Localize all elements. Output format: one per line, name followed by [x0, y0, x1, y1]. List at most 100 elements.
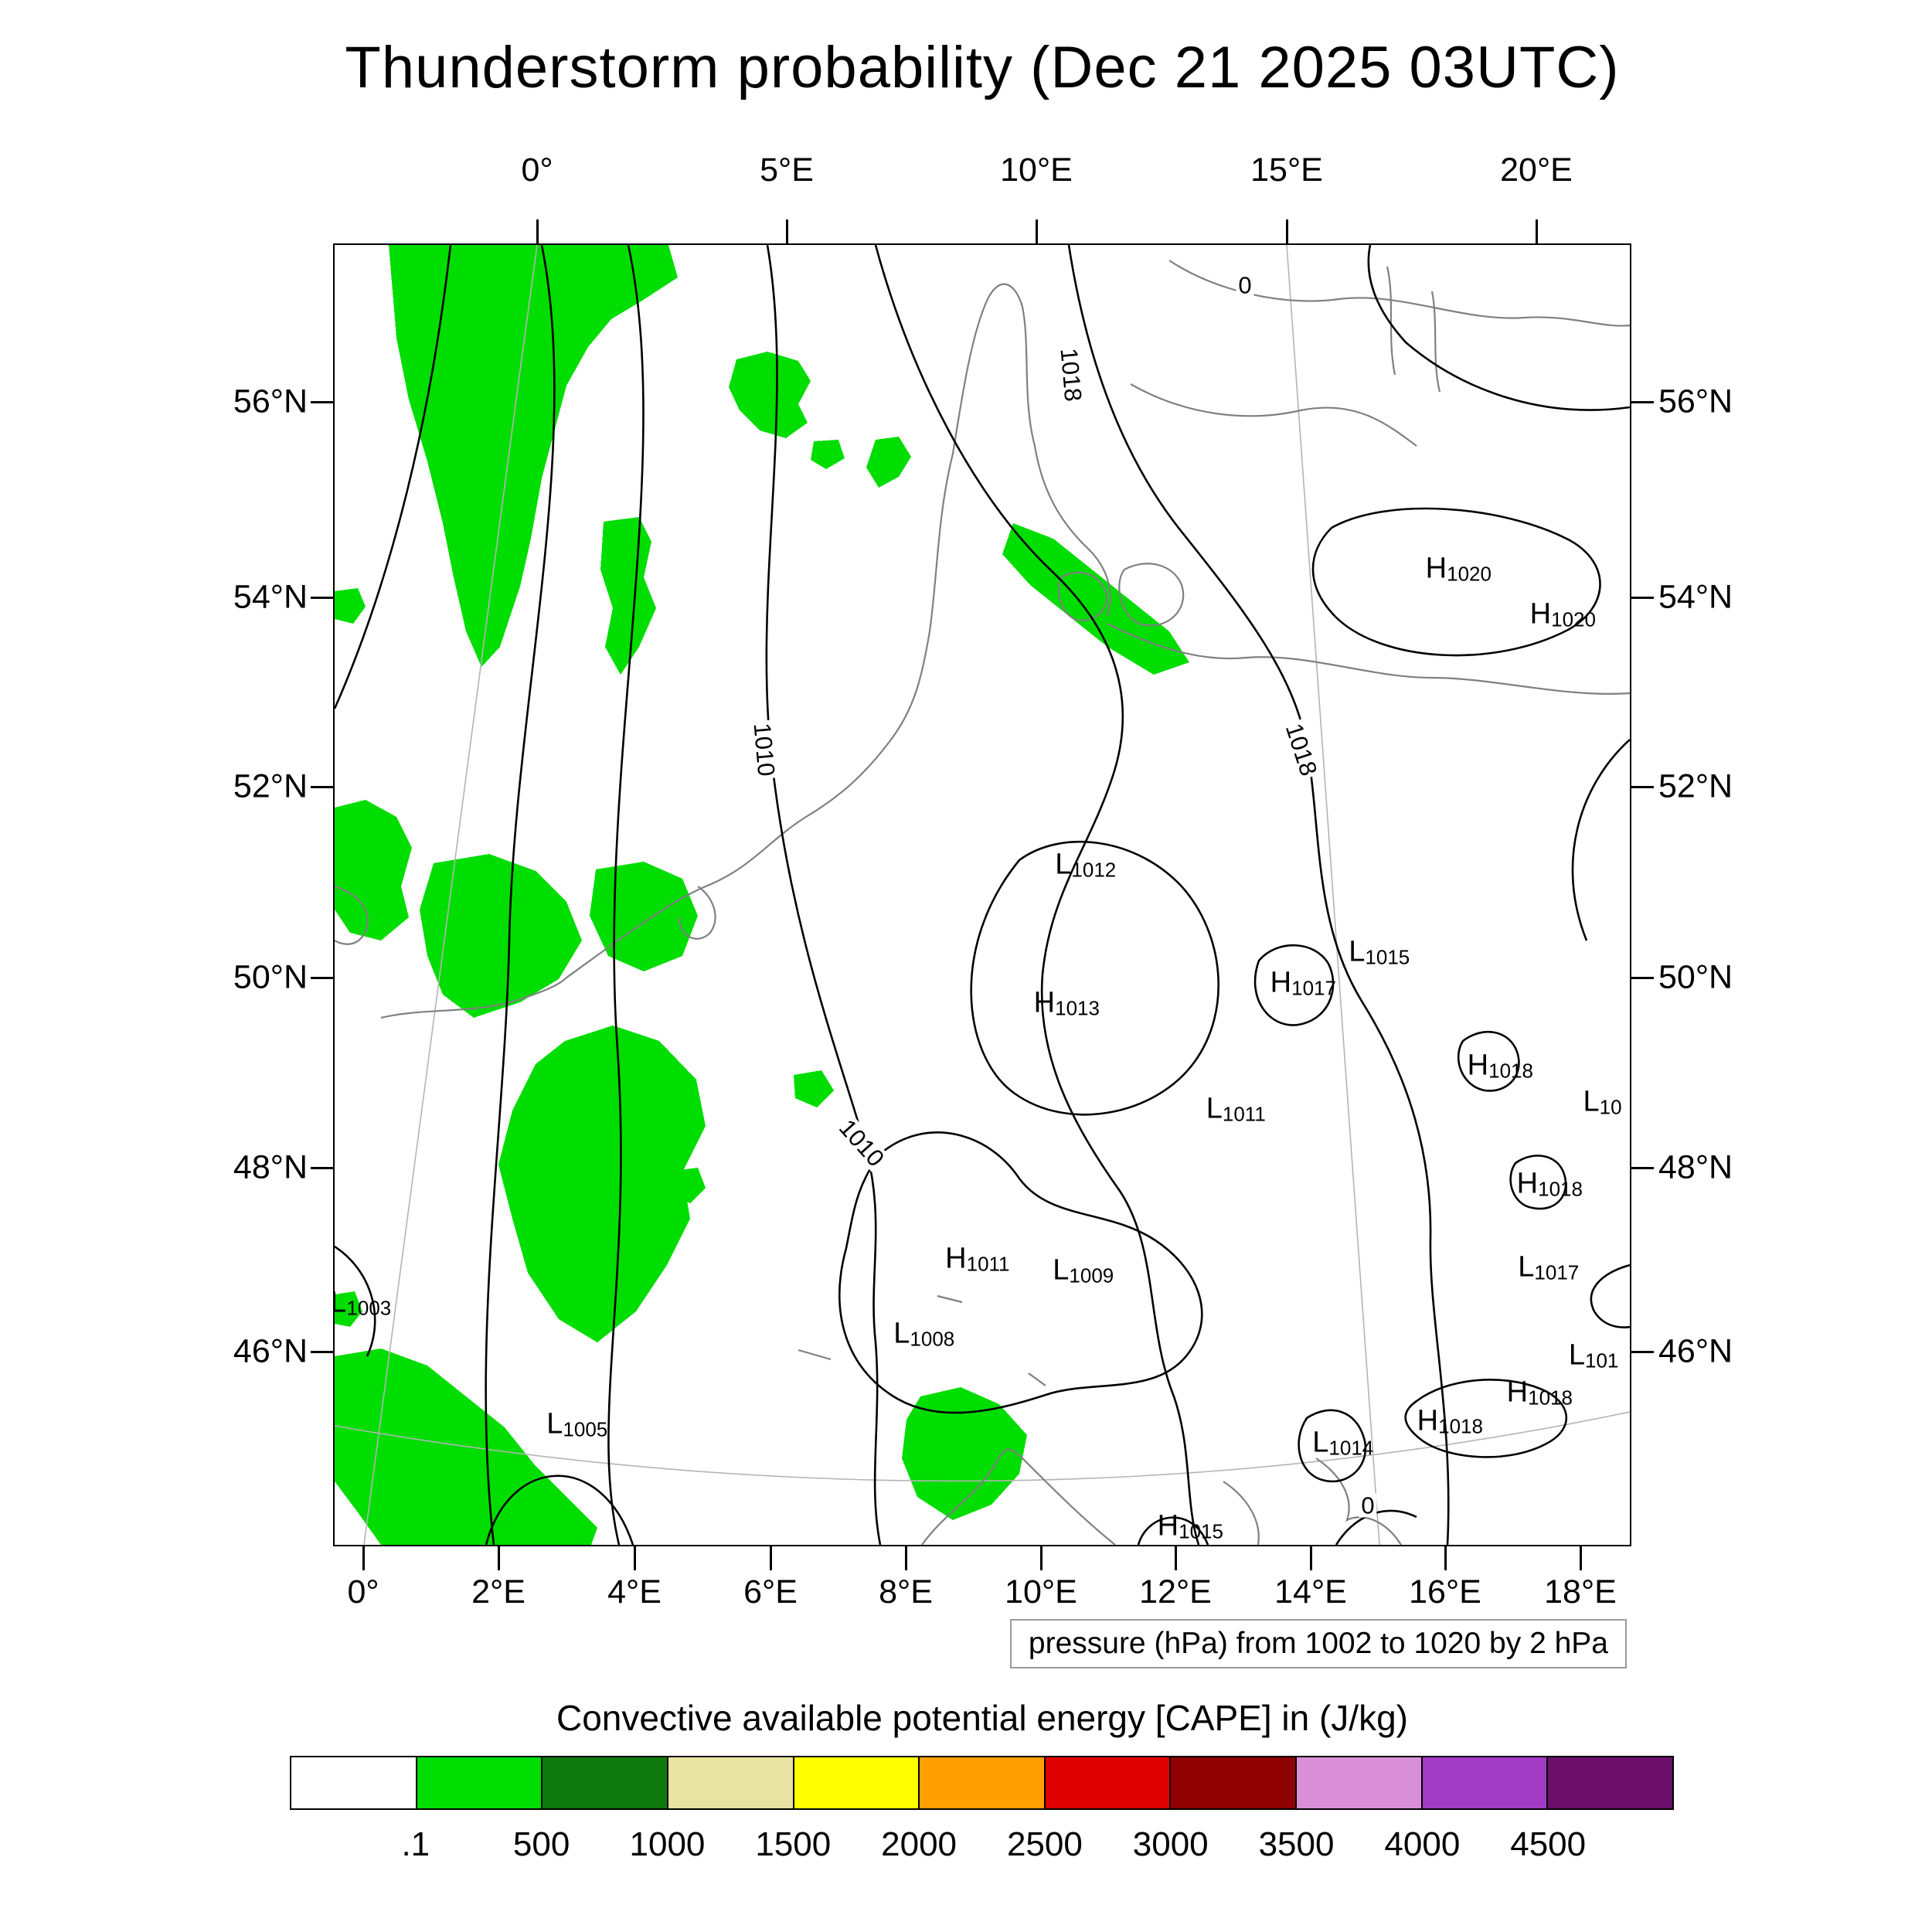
isobar	[335, 245, 452, 709]
colorbar-segment	[543, 1757, 668, 1808]
tick-mark-left	[311, 786, 333, 788]
colorbar-tick-label: 2000	[881, 1825, 957, 1863]
axis-label-right: 46°N	[1658, 1332, 1733, 1370]
pressure-center-letter: H	[945, 1242, 967, 1275]
pressure-center-letter: H	[1417, 1404, 1439, 1437]
axis-label-right: 52°N	[1658, 767, 1733, 805]
tick-mark-right	[1631, 597, 1654, 599]
tick-mark-top	[1536, 219, 1538, 243]
tick-mark-bottom	[1580, 1546, 1582, 1570]
pressure-center-high: H1015	[1158, 1511, 1223, 1541]
tick-mark-top	[786, 219, 788, 243]
tick-mark-bottom	[1040, 1546, 1043, 1570]
pressure-center-value: 1020	[1551, 607, 1596, 631]
pressure-center-value: 1015	[1365, 945, 1410, 969]
pressure-center-high: H1013	[1034, 988, 1100, 1018]
pressure-center-value: 1014	[1328, 1436, 1374, 1460]
colorbar-tick-label: 1500	[755, 1825, 832, 1863]
cape-shading-layer	[335, 245, 1189, 1545]
tick-mark-left	[311, 597, 333, 599]
isobar-closed	[1298, 1409, 1367, 1483]
pressure-center-low: L1017	[1518, 1252, 1579, 1282]
meridian-line	[1286, 245, 1380, 1545]
page-title: Thunderstorm probability (Dec 21 2025 03…	[345, 35, 1620, 100]
tick-mark-top	[1036, 219, 1038, 243]
pressure-caption: pressure (hPa) from 1002 to 1020 by 2 hP…	[1009, 1619, 1627, 1668]
pressure-center-value: 1020	[1447, 562, 1492, 586]
colorbar-tick-label: 500	[512, 1825, 570, 1863]
isobar-1018	[1067, 245, 1450, 1545]
pressure-center-value: 1018	[1438, 1414, 1483, 1438]
coastline-lake	[798, 1349, 832, 1361]
isobar-inline-label: 0	[1236, 273, 1254, 298]
colorbar-segment	[794, 1757, 920, 1808]
pressure-center-letter: L	[1206, 1092, 1223, 1125]
axis-label-bottom: 2°E	[471, 1573, 526, 1611]
colorbar-tick-label: 3500	[1258, 1825, 1335, 1863]
pressure-center-low: L1009	[1053, 1255, 1114, 1285]
pressure-center-high: H1020	[1426, 553, 1492, 583]
pressure-center-letter: L	[893, 1317, 910, 1350]
axis-label-top: 5°E	[760, 151, 814, 189]
pressure-contour-layer	[335, 245, 1630, 1545]
isobar-closed	[1509, 1155, 1567, 1210]
tick-mark-bottom	[362, 1546, 365, 1570]
pressure-center-letter: L	[1053, 1253, 1070, 1287]
pressure-centers-layer: H1020 H1020 L1012 H1013 L1015 H1017 L1011 H1018…	[335, 245, 1630, 1545]
pressure-center-value: 1018	[1488, 1059, 1533, 1083]
axis-label-left: 56°N	[233, 383, 308, 420]
tick-mark-bottom	[1444, 1546, 1447, 1570]
pressure-center-low: L1015	[1349, 937, 1410, 967]
colorbar-tick-label: 3000	[1132, 1825, 1209, 1863]
tick-mark-left	[311, 401, 333, 403]
isobar-closed	[1253, 944, 1335, 1026]
axis-label-bottom: 14°E	[1274, 1573, 1347, 1611]
pressure-center-low: L1014	[1312, 1427, 1373, 1458]
axis-label-bottom: 18°E	[1544, 1573, 1617, 1611]
cape-region	[498, 1026, 706, 1342]
axis-label-right: 54°N	[1658, 578, 1733, 616]
isobar-inline-label: 0	[1359, 1493, 1377, 1518]
colorbar-segment	[1548, 1757, 1673, 1808]
cape-region	[729, 352, 811, 438]
isobar	[1137, 1516, 1209, 1545]
colorbar-segment	[1045, 1757, 1172, 1808]
tick-mark-bottom	[498, 1546, 500, 1570]
tick-mark-bottom	[905, 1546, 907, 1570]
pressure-center-value: 1008	[910, 1327, 955, 1351]
isobar	[335, 1245, 376, 1357]
axis-label-bottom: 12°E	[1139, 1573, 1212, 1611]
tick-mark-top	[1286, 219, 1288, 243]
legend-title: Convective available potential energy [C…	[556, 1698, 1408, 1738]
coastline	[335, 885, 369, 945]
tick-mark-bottom	[634, 1546, 636, 1570]
tick-mark-left	[311, 977, 333, 979]
isobar-closed	[1404, 1379, 1568, 1458]
pressure-center-low: L1012	[1055, 849, 1116, 879]
tick-mark-right	[1631, 1167, 1654, 1169]
axis-label-top: 10°E	[1000, 151, 1073, 189]
axis-label-top: 15°E	[1250, 151, 1323, 189]
tick-mark-right	[1631, 401, 1654, 403]
isobar	[607, 245, 645, 1545]
cape-region	[866, 437, 911, 488]
cape-region	[902, 1387, 1027, 1520]
pressure-center-value: 1003	[346, 1296, 392, 1320]
pressure-center-value: 1009	[1069, 1264, 1114, 1287]
pressure-center-letter: H	[1033, 986, 1056, 1019]
pressure-center-high: H1011	[945, 1243, 1009, 1274]
pressure-center-letter: H	[1516, 1167, 1539, 1200]
isobar	[485, 245, 556, 1545]
isobar	[485, 1475, 634, 1545]
cape-region	[1002, 523, 1189, 675]
pressure-center-high: H1018	[1517, 1168, 1583, 1199]
pressure-center-low: L1008	[893, 1318, 954, 1349]
colorbar-tick-label: 4500	[1510, 1825, 1587, 1863]
pressure-center-low: L101	[1569, 1340, 1619, 1370]
isobar	[1367, 245, 1630, 411]
cape-region	[335, 588, 366, 624]
pressure-center-value: 1018	[1528, 1386, 1573, 1410]
coastline	[1315, 1458, 1402, 1545]
pressure-center-value: 1018	[1538, 1177, 1583, 1201]
map-frame: 1018 1010 1018 1010 0 0 H1020 H1020 L1012 H1013 L…	[333, 243, 1631, 1546]
